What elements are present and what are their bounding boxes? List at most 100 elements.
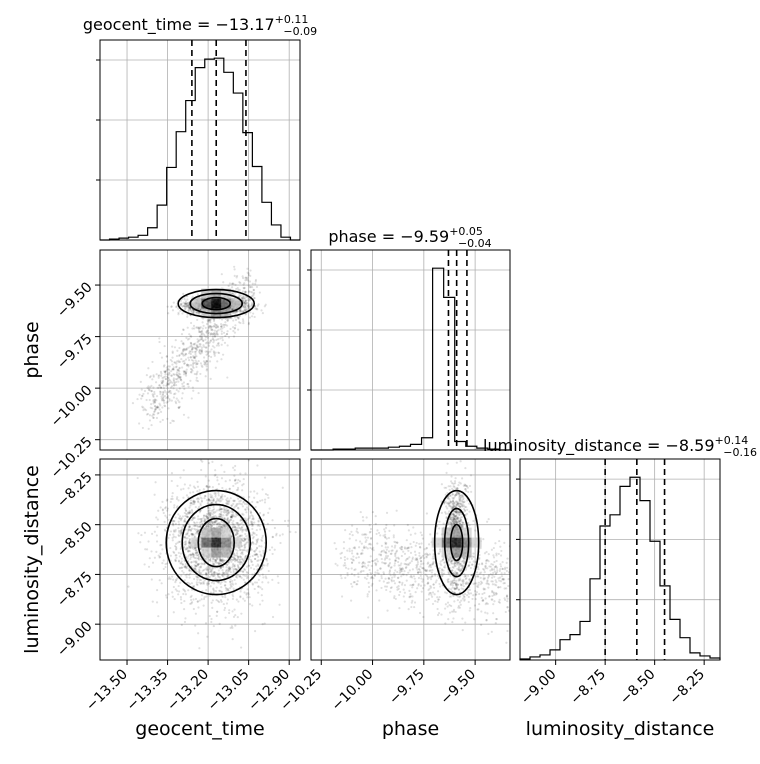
sample-point [234,465,236,467]
sample-point [249,316,251,318]
sample-point [179,373,181,375]
sample-point [183,608,185,610]
sample-point [157,615,159,617]
sample-point [206,365,208,367]
sample-point [167,312,169,314]
sample-point [249,280,251,282]
sample-point [155,381,157,383]
sample-point [237,616,239,618]
sample-point [180,552,182,554]
sample-point [166,402,168,404]
sample-point [234,328,236,330]
sample-point [237,522,239,524]
sample-point [205,485,207,487]
sample-point [161,406,163,408]
sample-point [246,571,248,573]
sample-point [449,575,451,577]
sample-point [151,390,153,392]
sample-point [194,353,196,355]
sample-point [184,518,186,520]
sample-point [187,589,189,591]
sample-point [181,397,183,399]
sample-point [224,321,226,323]
sample-point [221,273,223,275]
sample-point [180,488,182,490]
sample-point [204,339,206,341]
sample-point [177,399,179,401]
sample-points [127,443,296,649]
sample-point [194,362,196,364]
sample-point [239,480,241,482]
sample-point [175,400,177,402]
sample-point [180,340,182,342]
sample-point [289,531,291,533]
sample-point [221,344,223,346]
sample-point [190,351,192,353]
sample-point [203,605,205,607]
sample-point [153,417,155,419]
sample-point [218,483,220,485]
sample-point [234,332,236,334]
sample-point [197,380,199,382]
sample-point [212,599,214,601]
sample-point [161,357,163,359]
sample-point [262,552,264,554]
sample-point [160,371,162,373]
sample-point [194,557,196,559]
sample-point [139,541,141,543]
sample-point [236,552,238,554]
sample-point [178,517,180,519]
sample-point [173,374,175,376]
sample-point [218,522,220,524]
sample-point [196,498,198,500]
sample-point [234,469,236,471]
sample-point [251,573,253,575]
sample-point [188,541,190,543]
sample-point [466,509,468,511]
sample-point [195,506,197,508]
sample-point [244,533,246,535]
sample-point [200,333,202,335]
sample-point [183,521,185,523]
sample-point [169,365,171,367]
sample-point [210,592,212,594]
sample-point [211,582,213,584]
sample-point [190,364,192,366]
sample-point [166,376,168,378]
sample-point [242,284,244,286]
sample-point [190,371,192,373]
sample-point [253,550,255,552]
sample-point [201,598,203,600]
sample-point [251,304,253,306]
sample-point [255,534,257,536]
sample-point [147,540,149,542]
sample-point [253,521,255,523]
sample-point [242,505,244,507]
sample-point [232,319,234,321]
sample-point [244,546,246,548]
sample-point [182,293,184,295]
sample-point [239,559,241,561]
sample-point [178,590,180,592]
sample-point [212,562,214,564]
sample-point [284,520,286,522]
sample-point [216,611,218,613]
sample-point [451,621,453,623]
sample-point [226,376,228,378]
sample-point [127,586,129,588]
sample-point [238,500,240,502]
sample-point [170,375,172,377]
sample-point [183,371,185,373]
sample-point [151,361,153,363]
sample-point [178,347,180,349]
sample-point [226,333,228,335]
sample-point [203,333,205,335]
sample-point [172,537,174,539]
sample-point [235,319,237,321]
sample-point [161,582,163,584]
sample-point [239,595,241,597]
sample-point [254,316,256,318]
sample-point [159,421,161,423]
sample-point [259,528,261,530]
